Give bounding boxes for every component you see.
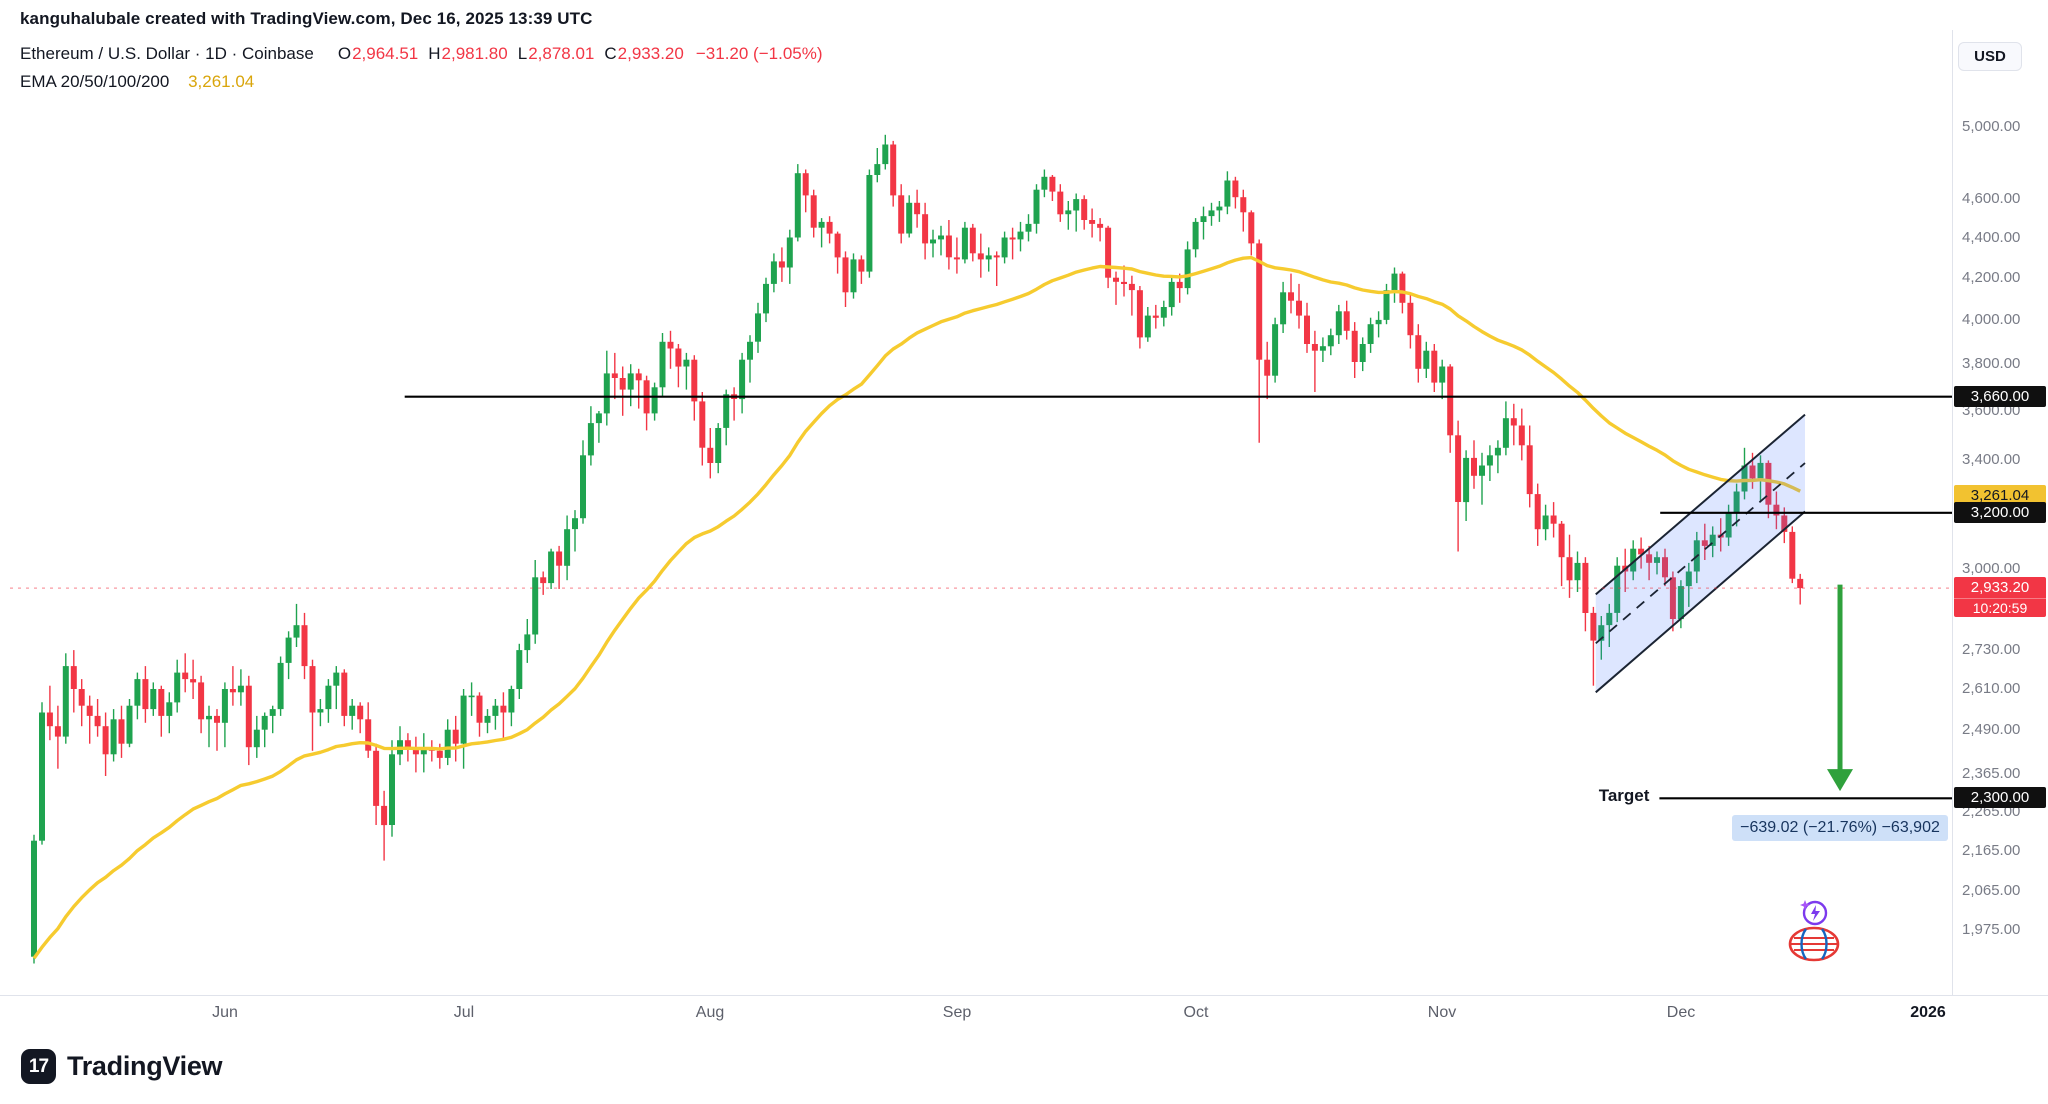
parallel-channel-drawing[interactable] xyxy=(1595,413,1806,694)
symbol-legend-row[interactable]: Ethereum / U.S. Dollar · 1D · Coinbase O2… xyxy=(20,44,823,68)
price-tick: 3,400.00 xyxy=(1962,451,2021,468)
price-tick: 2,610.00 xyxy=(1962,680,2021,697)
symbol-title[interactable]: Ethereum / U.S. Dollar · 1D · Coinbase xyxy=(20,44,314,63)
price-badge: 3,261.04 xyxy=(1954,485,2046,506)
change-value: −31.20 (−1.05%) xyxy=(695,44,823,63)
price-badge: 2,933.20 10:20:59 xyxy=(1954,577,2046,617)
indicator-name: EMA 20/50/100/200 xyxy=(20,72,170,91)
time-axis-label: 2026 xyxy=(1910,1004,1946,1021)
indicator-value: 3,261.04 xyxy=(188,72,255,91)
arrow-down-drawing[interactable] xyxy=(1827,584,1854,792)
time-axis-separator xyxy=(0,995,2048,996)
time-axis-label: Aug xyxy=(695,1004,725,1021)
tradingview-logo[interactable]: 17 TradingView xyxy=(21,1049,223,1084)
attribution-text: kanguhalubale created with TradingView.c… xyxy=(20,9,593,28)
tradingview-logo-mark: 17 xyxy=(21,1049,56,1084)
price-tick: 3,000.00 xyxy=(1962,560,2021,577)
time-axis-label: Nov xyxy=(1427,1004,1457,1021)
price-badge: 3,660.00 xyxy=(1954,386,2046,407)
ohlc-value: 2,878.01 xyxy=(528,44,595,63)
sparkle-bolt-icon xyxy=(1798,896,1830,928)
price-tick: 2,365.00 xyxy=(1962,765,2021,782)
globe-icon xyxy=(1788,925,1840,963)
horizontal-line-drawings[interactable] xyxy=(404,395,1952,800)
target-label[interactable]: Target xyxy=(1598,786,1650,806)
price-badge: 3,200.00 xyxy=(1954,502,2046,523)
candlestick-series[interactable] xyxy=(31,134,1804,964)
chart-legend: Ethereum / U.S. Dollar · 1D · Coinbase O2… xyxy=(20,44,823,96)
price-tick: 1,975.00 xyxy=(1962,921,2021,938)
price-tick: 4,400.00 xyxy=(1962,229,2021,246)
price-tick: 2,730.00 xyxy=(1962,641,2021,658)
ohlc-key: O xyxy=(337,44,352,63)
price-tick: 4,600.00 xyxy=(1962,190,2021,207)
price-tick: 4,200.00 xyxy=(1962,269,2021,286)
ohlc-value: 2,981.80 xyxy=(441,44,508,63)
ohlc-key: C xyxy=(604,44,617,63)
price-tick: 4,000.00 xyxy=(1962,311,2021,328)
ohlc-value: 2,964.51 xyxy=(352,44,419,63)
ohlc-value: 2,933.20 xyxy=(617,44,684,63)
tradingview-wordmark: TradingView xyxy=(67,1051,223,1081)
time-axis-label: Dec xyxy=(1666,1004,1696,1021)
time-axis-label: Jul xyxy=(453,1004,475,1021)
measure-label[interactable]: −639.02 (−21.76%) −63,902 xyxy=(1732,815,1948,842)
ohlc-key: H xyxy=(428,44,441,63)
ohlc-key: L xyxy=(517,44,528,63)
ema-line[interactable] xyxy=(32,255,1801,960)
price-axis-separator xyxy=(1952,30,1953,995)
price-tick: 3,800.00 xyxy=(1962,355,2021,372)
indicator-legend-row[interactable]: EMA 20/50/100/200 3,261.04 xyxy=(20,72,823,96)
currency-toggle[interactable]: USD xyxy=(1958,42,2022,71)
price-tick: 2,065.00 xyxy=(1962,882,2021,899)
time-axis-label: Jun xyxy=(212,1004,238,1021)
time-axis-label: Oct xyxy=(1183,1004,1209,1021)
price-tick: 2,165.00 xyxy=(1962,842,2021,859)
price-badge: 2,300.00 xyxy=(1954,787,2046,808)
time-axis-label: Sep xyxy=(942,1004,972,1021)
price-tick: 2,490.00 xyxy=(1962,721,2021,738)
price-tick: 5,000.00 xyxy=(1962,118,2021,135)
countdown-timer: 10:20:59 xyxy=(1954,598,2046,617)
